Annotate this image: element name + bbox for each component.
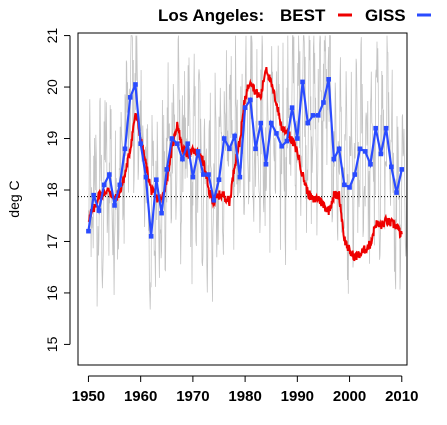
giss-point-1975 [216,177,222,182]
giss-point-1991 [300,79,305,85]
legend-label-best: BEST [280,6,326,25]
giss-point-1971 [195,149,201,154]
giss-point-1956 [117,182,123,188]
giss-point-2009 [394,190,399,195]
giss-point-1969 [185,141,190,146]
giss-point-1982 [253,146,258,152]
giss-point-1951 [91,192,96,198]
giss-point-1965 [164,167,170,172]
giss-point-1998 [336,146,342,152]
giss-point-1994 [315,113,321,118]
y-tick-label-18: 18 [44,182,60,198]
giss-point-1988 [284,138,290,144]
giss-point-2010 [399,167,405,172]
giss-point-1970 [190,174,196,180]
legend-label-giss: GISS [365,6,406,25]
chart-title: Los Angeles: [158,6,264,25]
giss-point-1960 [138,141,143,146]
noise-line [88,35,408,310]
y-tick-label-15: 15 [44,336,60,352]
plot-frame [77,32,408,366]
y-tick-label-20: 20 [44,79,60,95]
giss-point-1981 [248,97,253,103]
x-tick-label-2000: 2000 [333,388,366,405]
giss-point-2003 [362,149,368,154]
giss-point-1985 [268,120,274,126]
giss-point-1995 [321,100,326,105]
x-tick-label-1990: 1990 [281,388,314,405]
giss-point-1987 [279,143,284,149]
giss-point-1979 [237,174,243,180]
giss-point-1962 [148,234,154,239]
y-axis-label: deg C [6,180,22,217]
giss-point-1968 [180,156,185,162]
giss-point-1983 [258,120,264,126]
giss-point-1984 [263,161,269,167]
giss-point-1952 [96,208,102,213]
y-tick-label-17: 17 [44,233,60,249]
x-axis: 1950 1960 1970 1980 1990 2000 2010 [72,375,418,405]
giss-point-1957 [122,146,128,152]
giss-point-1992 [305,120,311,126]
giss-point-1955 [112,203,117,208]
giss-point-1972 [201,172,206,177]
giss-point-1996 [326,77,331,82]
x-tick-label-1980: 1980 [228,388,261,405]
giss-point-2007 [383,125,389,131]
giss-point-1966 [169,136,175,141]
giss-point-1963 [154,177,159,182]
giss-point-1961 [143,174,149,180]
x-tick-label-1960: 1960 [124,388,157,405]
giss-point-1973 [206,172,211,177]
giss-point-2005 [373,125,378,131]
giss-point-1986 [274,131,279,136]
giss-point-1964 [159,210,164,216]
giss-point-2001 [352,172,358,177]
giss-point-1977 [227,146,232,152]
giss-point-1954 [107,172,112,177]
giss-point-1950 [86,228,91,234]
giss-point-1976 [221,136,227,141]
giss-point-1959 [133,82,138,87]
y-tick-label-21: 21 [44,28,60,44]
y-tick-label-19: 19 [44,131,60,147]
x-tick-label-1970: 1970 [176,388,209,405]
title-legend: Los Angeles: BEST GISS [158,6,431,25]
giss-point-1997 [331,156,337,162]
giss-point-1989 [289,105,295,110]
giss-point-1999 [342,182,347,188]
giss-point-1980 [242,105,248,110]
giss-series [86,77,405,239]
giss-point-2008 [389,164,394,170]
giss-point-1953 [101,182,107,188]
giss-point-2002 [357,146,363,152]
giss-point-2004 [368,161,373,167]
giss-point-1967 [174,141,180,146]
giss-point-1978 [232,133,237,139]
giss-point-2000 [347,185,352,190]
y-tick-label-16: 16 [44,285,60,301]
giss-point-1958 [127,95,133,100]
giss-point-2006 [378,151,384,157]
y-axis: 15 16 17 18 19 20 21 [44,28,71,352]
giss-point-1993 [310,113,316,118]
x-tick-label-1950: 1950 [72,388,105,405]
giss-point-1990 [295,136,300,141]
x-tick-label-2010: 2010 [385,388,418,405]
monthly-noise-series [88,35,408,310]
giss-point-1974 [211,197,217,203]
